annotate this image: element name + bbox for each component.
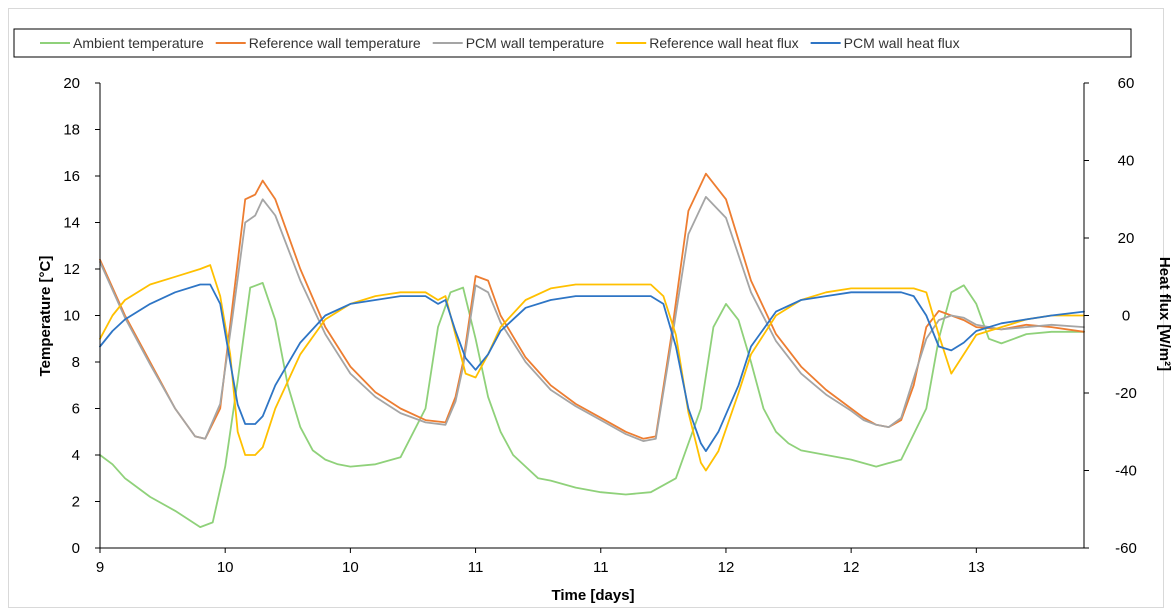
- y-tick-label: 12: [63, 261, 80, 278]
- y-tick-label: 16: [63, 168, 80, 185]
- legend: Ambient temperature Reference wall temper…: [13, 28, 1132, 58]
- y2-tick-label: -40: [1115, 463, 1137, 480]
- y2-tick-label: 0: [1122, 308, 1130, 325]
- y-tick-label: 14: [63, 215, 80, 232]
- y-tick-label: 2: [72, 494, 80, 511]
- y2-tick-label: 20: [1118, 230, 1135, 247]
- y2-tick-label: 40: [1118, 153, 1135, 170]
- plot-area: [99, 172, 1085, 528]
- x-tick-label: 12: [718, 559, 735, 576]
- y-tick-label: 0: [72, 540, 80, 557]
- x-tick-label: 10: [342, 559, 359, 576]
- x-axis-title: Time [days]: [551, 587, 634, 604]
- x-tick-label: 11: [468, 559, 484, 576]
- legend-label: PCM wall heat flux: [844, 35, 960, 51]
- y2-axis-title: Heat flux [W/m²]: [1156, 257, 1172, 371]
- chart-frame: [8, 8, 1164, 608]
- y2-tick-label: 60: [1118, 75, 1135, 92]
- series-line-pcm-wall-heat-flux: [99, 283, 1085, 453]
- legend-label: Ambient temperature: [73, 35, 204, 51]
- y-axis-title: Temperature [°C]: [37, 256, 54, 377]
- y-tick-label: 8: [72, 354, 80, 371]
- y-tick-label: 6: [72, 401, 80, 418]
- series-line-pcm-wall-temperature: [99, 195, 1085, 443]
- x-tick-label: 12: [843, 559, 860, 576]
- series-line-reference-wall-heat-flux: [99, 264, 1085, 472]
- series-line-reference-wall-temperature: [99, 172, 1085, 440]
- axes: 0 2 4 6 8 10 12 14 16 18 20 -60 -40 -20 0 20 40 60 9 10 10 11…: [63, 75, 1137, 576]
- x-tick-label: 9: [96, 559, 104, 576]
- x-tick-label: 13: [968, 559, 985, 576]
- legend-box: [13, 28, 1132, 58]
- x-tick-label: 11: [593, 559, 609, 576]
- y-tick-label: 20: [63, 75, 80, 92]
- y-tick-label: 18: [63, 122, 80, 139]
- y-tick-label: 10: [63, 308, 80, 325]
- legend-label: Reference wall temperature: [249, 35, 421, 51]
- y-tick-label: 4: [72, 447, 80, 464]
- x-tick-label: 10: [217, 559, 234, 576]
- y2-tick-label: -60: [1115, 540, 1137, 557]
- series-line-ambient-temperature: [99, 281, 1085, 528]
- y2-tick-label: -20: [1115, 385, 1137, 402]
- legend-label: Reference wall heat flux: [649, 35, 798, 51]
- legend-label: PCM wall temperature: [466, 35, 605, 51]
